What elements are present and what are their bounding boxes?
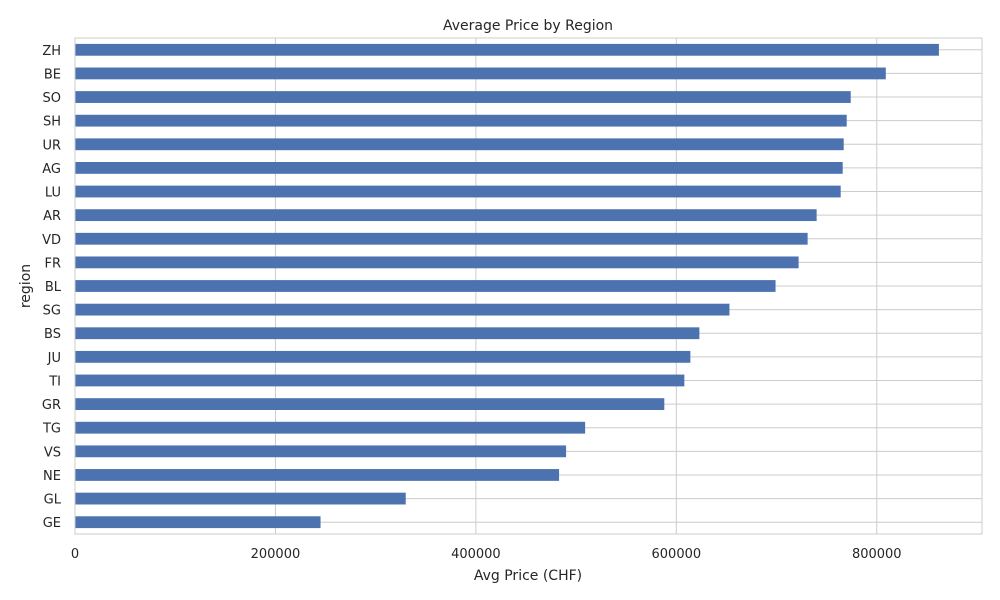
- bar-gr: [75, 398, 665, 410]
- bar-be: [75, 67, 886, 80]
- y-tick-label: BE: [44, 67, 61, 82]
- y-tick-label: BS: [44, 327, 61, 342]
- y-tick-label: ZH: [42, 44, 61, 59]
- y-tick-label: NE: [43, 469, 61, 484]
- x-axis-label: Avg Price (CHF): [474, 568, 582, 584]
- y-tick-label: GE: [43, 516, 61, 531]
- y-tick-label: VS: [44, 445, 61, 460]
- bar-ne: [75, 469, 560, 481]
- y-axis-label: region: [18, 264, 34, 308]
- y-tick-label: AR: [43, 209, 61, 224]
- x-tick-label: 400000: [451, 547, 501, 562]
- plot-frame: [74, 37, 983, 535]
- y-tick-label: SO: [43, 91, 61, 106]
- bar-so: [75, 91, 851, 103]
- y-tick-label: FR: [44, 256, 61, 271]
- bar-ju: [75, 350, 691, 363]
- y-tick-label: GR: [42, 398, 61, 413]
- bar-gl: [75, 492, 406, 505]
- y-tick-label: SH: [43, 115, 61, 130]
- chart-title: Average Price by Region: [443, 18, 613, 34]
- y-tick-label: AG: [42, 162, 61, 177]
- bar-vs: [75, 445, 567, 458]
- bar-bs: [75, 327, 700, 340]
- y-tick-label: GL: [44, 493, 62, 508]
- y-tick-label: TI: [48, 374, 61, 389]
- x-tick-label: 200000: [251, 547, 301, 562]
- bar-ge: [75, 516, 321, 529]
- bar-vd: [75, 232, 808, 245]
- bar-ar: [75, 209, 817, 222]
- y-tick-label: UR: [42, 138, 61, 153]
- bar-ur: [75, 138, 844, 151]
- y-tick-label: BL: [45, 280, 62, 295]
- bar-zh: [75, 43, 939, 56]
- bar-tg: [75, 421, 586, 434]
- y-tick-label: LU: [45, 186, 61, 201]
- bar-sg: [75, 303, 730, 316]
- bar-fr: [75, 256, 799, 269]
- bar-bl: [75, 280, 776, 292]
- bar-ag: [75, 162, 843, 174]
- x-tick-label: 800000: [852, 547, 902, 562]
- y-tick-label: JU: [47, 351, 61, 366]
- x-tick-label: 600000: [652, 547, 702, 562]
- y-tick-label: TG: [42, 422, 61, 437]
- x-tick-label: 0: [71, 547, 79, 562]
- bar-ti: [75, 374, 685, 387]
- bar-lu: [75, 185, 841, 198]
- y-tick-label: SG: [43, 304, 61, 319]
- bar-sh: [75, 114, 847, 127]
- y-tick-label: VD: [42, 233, 61, 248]
